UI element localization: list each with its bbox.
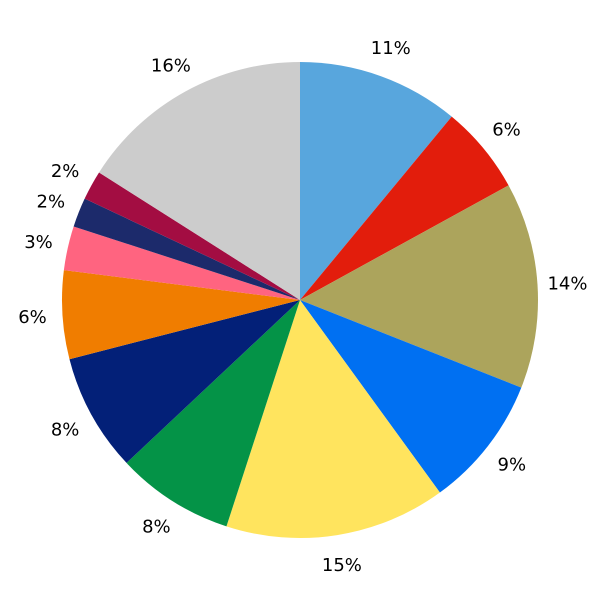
pie-slice-11 <box>99 62 300 300</box>
pie-slice-7 <box>62 270 300 360</box>
pie-label-1: 6% <box>492 120 521 141</box>
pie-slice-0 <box>300 62 452 300</box>
pie-slice-5 <box>126 300 300 527</box>
pie-label-10: 2% <box>51 161 80 182</box>
pie-label-9: 2% <box>37 192 66 213</box>
pie-label-0: 11% <box>371 38 411 59</box>
pie-label-2: 14% <box>547 274 587 295</box>
pie-slice-4 <box>226 300 440 539</box>
pie-label-5: 8% <box>142 517 171 538</box>
pie-slice-1 <box>300 116 509 301</box>
pie-slice-2 <box>300 185 539 388</box>
pie-slice-10 <box>84 172 301 300</box>
pie-slice-6 <box>69 300 300 463</box>
pie-slice-8 <box>63 226 300 300</box>
pie-label-8: 3% <box>24 232 53 253</box>
pie-label-7: 6% <box>18 307 47 328</box>
pie-label-4: 15% <box>322 555 362 576</box>
pie-label-6: 8% <box>51 419 80 440</box>
pie-label-11: 16% <box>151 55 191 76</box>
pie-slice-9 <box>73 198 301 300</box>
pie-label-3: 9% <box>498 455 527 476</box>
pie-slice-3 <box>300 300 522 493</box>
